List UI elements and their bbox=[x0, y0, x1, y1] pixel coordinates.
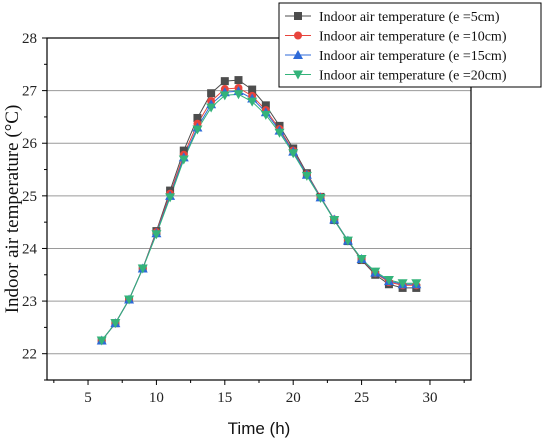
data-point bbox=[96, 336, 107, 346]
x-tick-label: 30 bbox=[422, 390, 437, 406]
data-point bbox=[397, 279, 408, 289]
data-point bbox=[356, 254, 367, 264]
data-point bbox=[193, 113, 202, 122]
y-axis-title: Indoor air temperature (°C) bbox=[2, 105, 23, 314]
data-point bbox=[151, 230, 162, 240]
data-point bbox=[383, 276, 394, 286]
x-tick-label: 20 bbox=[286, 390, 301, 406]
x-tick-label: 10 bbox=[149, 390, 164, 406]
data-point bbox=[247, 97, 258, 107]
data-point bbox=[370, 267, 381, 277]
data-point bbox=[329, 216, 340, 226]
legend-label: Indoor air temperature (e =20cm) bbox=[319, 69, 507, 84]
data-point bbox=[110, 319, 121, 329]
data-point bbox=[179, 146, 188, 155]
y-tick-label: 23 bbox=[22, 294, 37, 310]
data-point bbox=[220, 77, 229, 86]
data-point bbox=[301, 171, 312, 181]
data-point bbox=[192, 125, 203, 135]
data-point bbox=[207, 89, 216, 98]
data-point bbox=[234, 76, 243, 85]
y-tick-label: 24 bbox=[22, 241, 38, 257]
x-tick-label: 5 bbox=[84, 390, 92, 406]
legend-marker bbox=[293, 50, 303, 59]
legend-marker bbox=[294, 12, 302, 20]
legend-box bbox=[278, 2, 542, 88]
series-line-2 bbox=[101, 87, 417, 341]
axis-ticks: 22 23 24 25 26 27 28 5 10 15 20 25 30 bbox=[22, 31, 465, 406]
legend-marker bbox=[293, 70, 303, 80]
x-tick-label: 25 bbox=[354, 390, 369, 406]
y-tick-label: 28 bbox=[22, 31, 37, 47]
data-point bbox=[248, 85, 257, 94]
legend: Indoor air temperature (e =5cm) Indoor ai… bbox=[278, 2, 542, 88]
data-point bbox=[178, 155, 189, 165]
data-point bbox=[261, 101, 270, 110]
y-tick-label: 26 bbox=[22, 136, 38, 152]
data-point bbox=[124, 295, 135, 305]
legend-label: Indoor air temperature (e =10cm) bbox=[319, 30, 507, 45]
data-point bbox=[137, 264, 148, 274]
data-point bbox=[342, 236, 353, 246]
gridlines bbox=[47, 90, 471, 355]
data-point bbox=[206, 103, 217, 113]
data-point bbox=[165, 193, 176, 203]
series-markers bbox=[96, 76, 422, 346]
legend-marker bbox=[294, 31, 302, 40]
y-tick-label: 22 bbox=[22, 347, 37, 363]
data-point bbox=[274, 128, 285, 138]
y-tick-label: 27 bbox=[22, 84, 38, 100]
x-tick-label: 15 bbox=[217, 390, 232, 406]
data-point bbox=[315, 193, 326, 203]
data-point bbox=[233, 90, 244, 100]
y-tick-label: 25 bbox=[22, 189, 37, 205]
series-line-3 bbox=[101, 90, 417, 341]
series-line-4 bbox=[101, 93, 417, 341]
legend-label: Indoor air temperature (e =5cm) bbox=[319, 10, 500, 25]
data-point bbox=[260, 110, 271, 120]
legend-label: Indoor air temperature (e =15cm) bbox=[319, 49, 507, 64]
data-point bbox=[288, 149, 299, 159]
data-point bbox=[411, 279, 422, 289]
data-point bbox=[219, 91, 230, 101]
x-axis-title: Time (h) bbox=[228, 419, 291, 438]
